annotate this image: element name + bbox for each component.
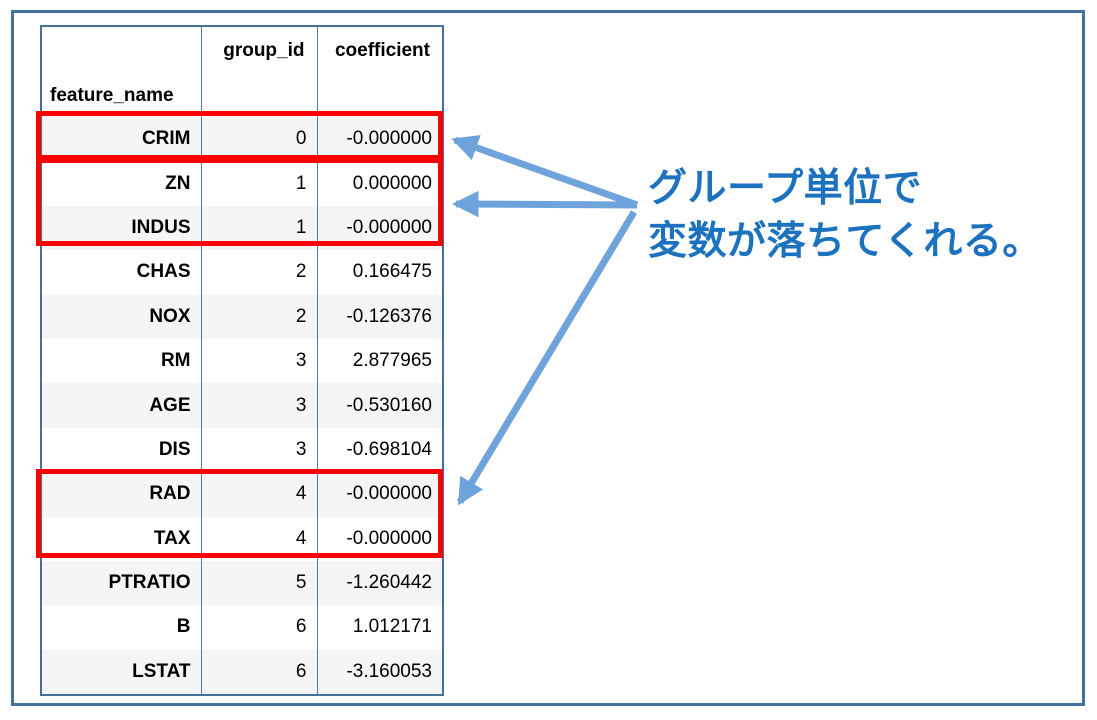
row-label: RM [160, 350, 191, 372]
row-label: TAX [153, 527, 191, 549]
coefficient-cell: -0.000000 [316, 205, 443, 251]
table-row-chas: CHAS 2 0.166475 [41, 250, 443, 295]
table-row-tax: TAX 4 -0.000000 [41, 516, 443, 561]
index-corner-cell [41, 26, 201, 75]
coefficient-cell: 0.000000 [316, 161, 443, 206]
coefficient-cell: -0.000000 [316, 117, 443, 162]
row-label: B [176, 616, 191, 638]
group-id-cell: 4 [200, 516, 317, 561]
group-id-cell: 3 [200, 427, 317, 473]
group-id-cell: 0 [200, 117, 317, 162]
group-id-cell: 2 [200, 294, 317, 339]
group-id-cell: 6 [200, 605, 317, 650]
dataframe-output: group_id coefficient feature_name CRIM 0… [40, 25, 444, 697]
row-label: AGE [149, 394, 191, 416]
coefficient-cell: 0.166475 [316, 250, 443, 295]
table-row-crim: CRIM 0 -0.000000 [41, 117, 443, 162]
annotation-line-1: グループ単位で [648, 167, 923, 210]
coefficient-cell: -0.126376 [316, 294, 443, 339]
coefficient-cell: -0.000000 [316, 516, 443, 561]
row-label: CHAS [136, 261, 191, 283]
column-header-group-id: group_id [200, 26, 317, 75]
row-label: PTRATIO [108, 572, 191, 594]
group-id-cell: 2 [200, 250, 317, 295]
row-label: NOX [149, 305, 191, 327]
coefficient-cell: 2.877965 [316, 338, 443, 384]
table-row-rad: RAD 4 -0.000000 [41, 472, 443, 517]
coefficient-cell: -0.698104 [316, 427, 443, 473]
group-id-cell: 3 [200, 338, 317, 384]
group-id-cell: 3 [200, 383, 317, 428]
annotation-text: グループ単位で 変数が落ちてくれる。 [648, 162, 1042, 268]
empty-cell [316, 75, 443, 117]
table-row-ptratio: PTRATIO 5 -1.260442 [41, 560, 443, 606]
column-header-coefficient: coefficient [316, 26, 443, 75]
table-row-rm: RM 3 2.877965 [41, 338, 443, 384]
outer-slide-border [11, 10, 1085, 706]
group-id-cell: 4 [200, 472, 317, 517]
coefficient-cell: -3.160053 [316, 649, 443, 696]
coefficient-cell: -0.530160 [316, 383, 443, 428]
coefficients-table: group_id coefficient feature_name CRIM 0… [40, 25, 444, 697]
group-id-cell: 6 [200, 649, 317, 696]
table-row-dis: DIS 3 -0.698104 [41, 427, 443, 473]
coefficient-cell: -0.000000 [316, 472, 443, 517]
group-id-cell: 1 [200, 205, 317, 251]
table-row-nox: NOX 2 -0.126376 [41, 294, 443, 339]
coefficient-cell: 1.012171 [316, 605, 443, 650]
row-label: INDUS [131, 216, 191, 238]
column-header-row: group_id coefficient [41, 26, 443, 75]
group-id-cell: 1 [200, 161, 317, 206]
group-id-cell: 5 [200, 560, 317, 606]
table-row-b: B 6 1.012171 [41, 605, 443, 650]
table-row-indus: INDUS 1 -0.000000 [41, 205, 443, 251]
row-label: ZN [165, 172, 191, 194]
table-row-age: AGE 3 -0.530160 [41, 383, 443, 428]
row-label: CRIM [141, 128, 191, 150]
table-row-lstat: LSTAT 6 -3.160053 [41, 649, 443, 696]
coefficient-cell: -1.260442 [316, 560, 443, 606]
row-label: LSTAT [132, 660, 191, 682]
index-name-label: feature_name [50, 85, 174, 106]
row-label: DIS [158, 438, 191, 460]
annotation-line-2: 変数が落ちてくれる。 [648, 220, 1042, 263]
row-label: RAD [149, 483, 191, 505]
table-row-zn: ZN 1 0.000000 [41, 161, 443, 206]
index-name-row: feature_name [41, 75, 443, 117]
empty-cell [200, 75, 317, 117]
